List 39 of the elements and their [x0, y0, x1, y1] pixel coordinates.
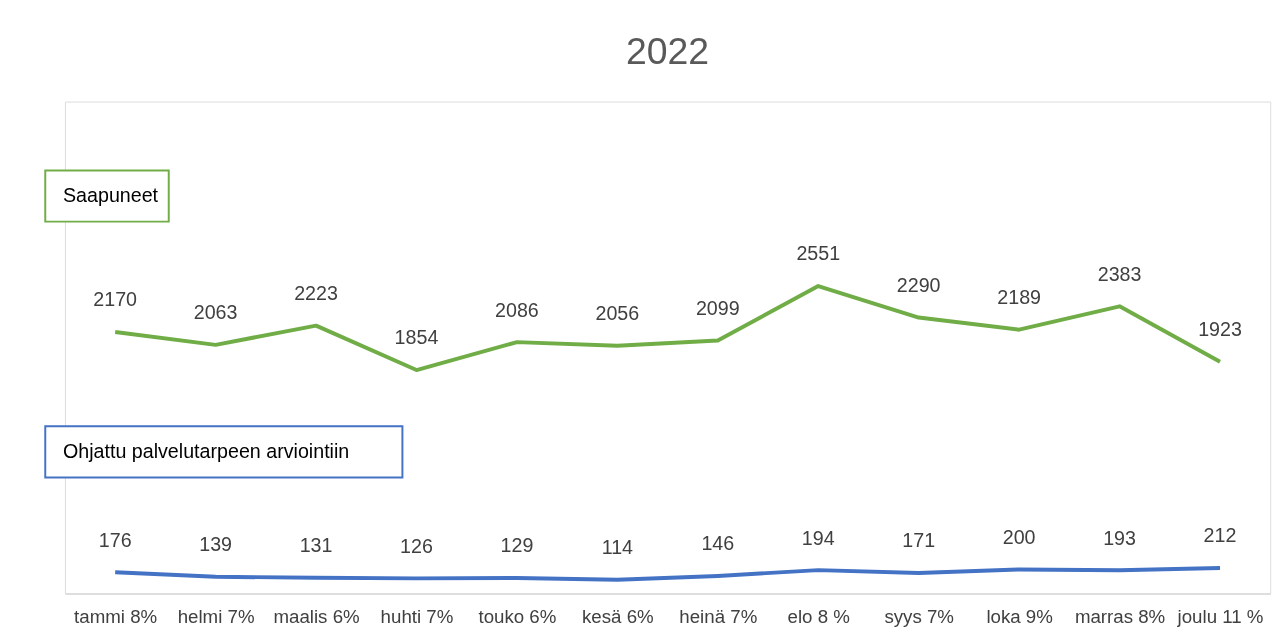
x-tick-label: huhti 7% — [380, 605, 454, 627]
text: Ohjattu palvelutarpeen arviointiin — [62, 439, 350, 462]
data-label: 126 — [400, 534, 433, 557]
data-label: 114 — [601, 536, 634, 559]
data-label: 176 — [98, 528, 132, 551]
data-label: 193 — [1103, 526, 1137, 549]
data-label: 171 — [902, 529, 936, 552]
data-label: 131 — [299, 534, 333, 557]
data-label: 129 — [500, 534, 534, 557]
data-label: 2223 — [294, 282, 338, 305]
data-label: 2056 — [595, 302, 640, 325]
x-tick-label: joulu 11 % — [1176, 605, 1264, 627]
data-label: 2099 — [695, 296, 740, 319]
data-label: 200 — [1002, 525, 1036, 548]
data-label: 212 — [1203, 524, 1237, 547]
data-label: 1923 — [1198, 318, 1242, 341]
data-label: 146 — [701, 532, 735, 555]
data-label: 2383 — [1097, 262, 1142, 285]
data-label: 2551 — [796, 242, 841, 265]
x-tick-label: syys 7% — [884, 605, 954, 627]
x-tick-label: touko 6% — [478, 605, 557, 627]
text: Saapuneet — [62, 183, 159, 206]
data-label: 2086 — [495, 298, 539, 321]
data-label: 139 — [199, 533, 232, 556]
data-label: 1854 — [394, 326, 439, 349]
data-label: 2189 — [997, 286, 1041, 309]
x-tick-label: helmi 7% — [177, 605, 255, 627]
data-label: 194 — [801, 526, 835, 549]
data-label: 2290 — [896, 273, 941, 296]
x-tick-label: kesä 6% — [582, 605, 654, 627]
data-label: 2063 — [193, 301, 238, 324]
x-tick-label: maalis 6% — [273, 605, 360, 627]
chart-title: 2022 — [626, 30, 710, 73]
x-tick-label: tammi 8% — [74, 605, 158, 627]
x-tick-label: heinä 7% — [679, 605, 758, 627]
x-tick-label: loka 9% — [986, 605, 1053, 627]
x-tick-label: marras 8% — [1074, 605, 1166, 627]
x-tick-label: elo 8 % — [787, 605, 850, 627]
data-label: 2170 — [93, 288, 138, 311]
